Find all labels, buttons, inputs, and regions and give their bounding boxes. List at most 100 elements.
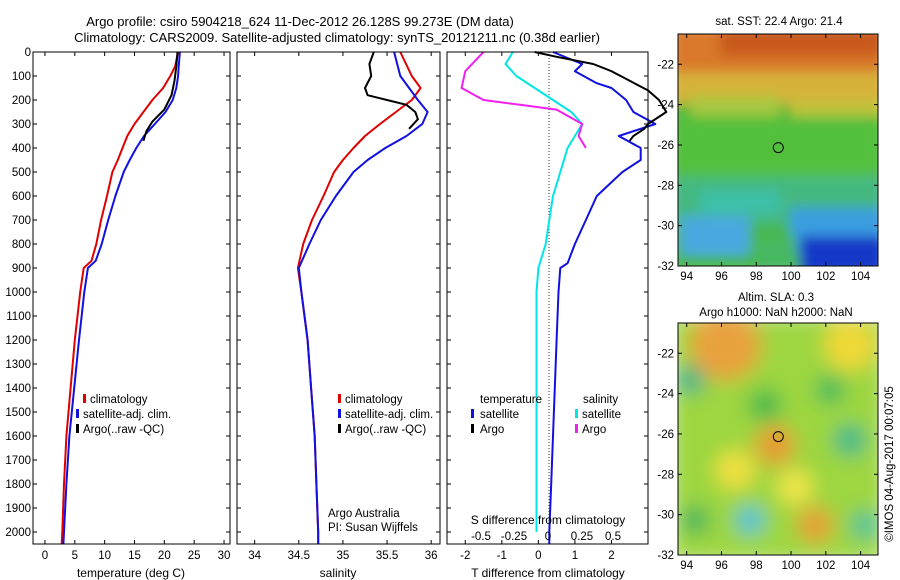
argo-location-marker: [772, 431, 784, 443]
x-tick-label: 25: [188, 550, 201, 562]
salinity-xlabel: salinity: [320, 566, 357, 580]
s-tick-label: -0.25: [501, 531, 527, 543]
s-tick-label: 0.5: [605, 531, 621, 543]
y-tick-label: 400: [12, 143, 31, 155]
x-tick-label: 100: [781, 271, 800, 283]
series-line-t-satellite: [548, 51, 657, 544]
legend-label-t-satellite: satellite: [480, 409, 519, 421]
y-tick-label: -32: [657, 261, 674, 273]
legend-label-argo: Argo(..raw -QC): [83, 424, 164, 436]
y-tick-label: 1800: [5, 479, 31, 491]
x-tick-label: 104: [851, 271, 871, 283]
x-tick-label: 35: [337, 550, 350, 562]
y-tick-label: 0: [25, 47, 31, 59]
x-tick-label: 15: [128, 550, 141, 562]
sla-heatmap: [678, 323, 878, 555]
legend-label-salinity: salinity: [583, 394, 618, 406]
argo-location-marker: [772, 142, 784, 154]
s-tick-label: 0.25: [571, 531, 593, 543]
y-tick-label: -24: [657, 389, 674, 401]
legend-label-satellite: satellite-adj. clim.: [345, 409, 433, 421]
legend-label-satellite: satellite-adj. clim.: [83, 409, 171, 421]
series-line-t-argo: [534, 51, 668, 142]
series-line-argo-raw-qc: [364, 51, 419, 130]
temperature-legend: climatology satellite-adj. clim. Argo(..…: [76, 394, 171, 436]
y-tick-label: 700: [12, 215, 31, 227]
legend-swatch-t-argo: [471, 424, 474, 433]
series-line-satellite-adj-clim: [62, 51, 181, 545]
annotation-argo-australia: Argo Australia: [328, 508, 400, 520]
legend-swatch-argo: [76, 424, 79, 433]
legend-label-s-satellite: satellite: [582, 409, 621, 421]
sst-map-frame: [677, 33, 879, 267]
s-diff-ticks: -0.5 -0.25 0 0.25 0.5: [471, 531, 621, 543]
legend-label-climatology: climatology: [90, 394, 148, 406]
series-line-argo-raw-qc: [142, 51, 179, 142]
sst-map-panel: sat. SST: 22.4 Argo: 21.4 94 96 98 100 102 10…: [657, 16, 879, 283]
y-tick-label: 900: [12, 263, 31, 275]
x-tick-label: 20: [158, 550, 171, 562]
y-tick-label: -26: [657, 140, 674, 152]
legend-swatch-s-argo: [575, 424, 578, 433]
legend-swatch-climatology: [83, 394, 86, 403]
y-tick-label: -26: [657, 429, 674, 441]
series-line-satellite-adj-clim: [297, 51, 429, 544]
legend-swatch-satellite: [76, 409, 79, 418]
x-tick-label: 0: [42, 550, 48, 562]
x-tick-label: 10: [98, 550, 111, 562]
x-tick-label: 102: [816, 271, 835, 283]
imos-timestamp: ©IMOS 04-Aug-2017 00:07:05: [884, 386, 896, 542]
y-tick-label: 1300: [5, 359, 31, 371]
s-tick-label: 0: [545, 531, 551, 543]
legend-swatch-climatology: [338, 394, 341, 403]
x-tick-label: 98: [750, 271, 763, 283]
x-tick-label: 94: [680, 271, 693, 283]
y-tick-label: -28: [657, 180, 674, 192]
y-tick-label: -22: [657, 59, 674, 71]
salinity-panel: 34 34.5 35 35.5 36 salinity climatology sate…: [236, 51, 441, 580]
legend-swatch-argo: [338, 424, 341, 433]
annotation-pi: PI: Susan Wijffels: [328, 522, 418, 534]
sla-map-title: Altim. SLA: 0.3: [738, 292, 814, 304]
legend-swatch-s-satellite: [575, 409, 578, 418]
y-tick-label: 1500: [5, 407, 31, 419]
legend-swatch-t-satellite: [471, 409, 474, 418]
legend-swatch-satellite: [338, 409, 341, 418]
y-tick-label: -24: [657, 100, 674, 112]
figure-title-line1: Argo profile: csiro 5904218_624 11-Dec-2…: [86, 14, 514, 29]
s-diff-label: S difference from climatology: [471, 513, 626, 527]
sst-map-title: sat. SST: 22.4 Argo: 21.4: [715, 16, 843, 28]
x-tick-label: 96: [715, 271, 728, 283]
y-tick-label: 1200: [5, 335, 31, 347]
legend-label-temperature: temperature: [480, 394, 542, 406]
legend-label-s-argo: Argo: [582, 424, 606, 436]
temperature-frame: [32, 51, 231, 545]
y-tick-label: -22: [657, 348, 674, 360]
y-tick-label: 1600: [5, 431, 31, 443]
series-line-climatology: [60, 51, 180, 545]
x-tick-label: 98: [750, 560, 763, 572]
y-tick-label: 800: [12, 239, 31, 251]
legend-label-climatology: climatology: [345, 394, 403, 406]
x-tick-label: 34.5: [288, 550, 310, 562]
x-tick-label: 94: [680, 560, 693, 572]
x-tick-label: 36: [425, 550, 438, 562]
x-tick-label: 96: [715, 560, 728, 572]
t-tick-label: 2: [608, 550, 614, 562]
y-tick-label: 200: [12, 95, 31, 107]
series-line-s-satellite: [504, 51, 584, 532]
y-tick-label: 600: [12, 191, 31, 203]
figure-title-line2: Climatology: CARS2009. Satellite-adjuste…: [74, 30, 600, 45]
y-tick-label: -32: [657, 550, 674, 562]
y-tick-label: 300: [12, 119, 31, 131]
differences-panel: -2 -1 0 1 2 S difference from climatology -0…: [446, 51, 668, 580]
y-tick-label: 2000: [5, 527, 31, 539]
s-tick-label: -0.5: [471, 531, 491, 543]
temperature-panel: 0 5 10 15 20 25 300100200300400500600700800900…: [5, 47, 231, 580]
y-tick-label: 1100: [6, 311, 31, 323]
y-tick-label: 500: [12, 167, 31, 179]
differences-frame: [446, 51, 649, 545]
y-tick-label: -30: [657, 510, 674, 522]
x-tick-label: 104: [851, 560, 871, 572]
y-tick-label: -30: [657, 221, 674, 233]
